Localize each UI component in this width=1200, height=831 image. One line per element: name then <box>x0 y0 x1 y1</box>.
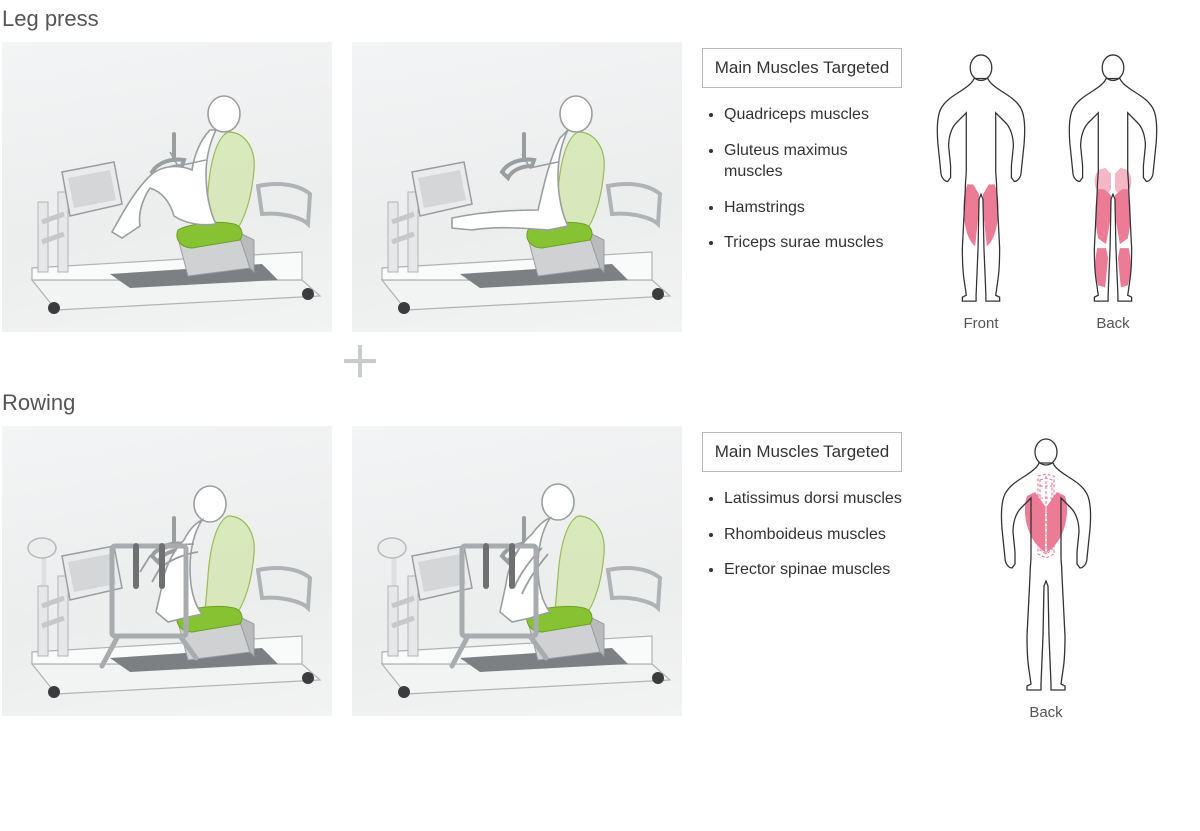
muscles-title: Main Muscles Targeted <box>702 432 902 472</box>
legpress-muscles-box: Main Muscles Targeted Quadriceps muscles… <box>702 48 902 268</box>
rowing-body-figs: Back <box>926 432 1106 721</box>
legpress-image-extended <box>352 42 682 332</box>
muscle-item: Triceps surae muscles <box>724 232 902 254</box>
legpress-body-figs: Front Back <box>926 48 1168 332</box>
rowing-muscles-list: Latissimus dorsi muscles Rhomboideus mus… <box>702 488 902 581</box>
rowing-muscles-box: Main Muscles Targeted Latissimus dorsi m… <box>702 432 902 595</box>
muscle-item: Hamstrings <box>724 197 902 219</box>
body-label-back: Back <box>1096 315 1129 332</box>
body-fig-front: Front <box>926 52 1036 332</box>
row-rowing: Main Muscles Targeted Latissimus dorsi m… <box>0 426 1200 721</box>
muscle-item: Rhomboideus muscles <box>724 524 902 546</box>
row-leg-press: Main Muscles Targeted Quadriceps muscles… <box>0 42 1200 332</box>
muscles-title: Main Muscles Targeted <box>702 48 902 88</box>
section-rowing: Rowing Main Muscles Targeted <box>0 384 1200 721</box>
body-fig-back: Back <box>1058 52 1168 332</box>
body-fig-back: Back <box>986 436 1106 721</box>
legpress-info: Main Muscles Targeted Quadriceps muscles… <box>702 42 1198 332</box>
section-leg-press: Leg press Main Muscles Targeted Quadrice… <box>0 0 1200 332</box>
section-title-leg-press: Leg press <box>0 0 1200 42</box>
rowing-info: Main Muscles Targeted Latissimus dorsi m… <box>702 426 1198 721</box>
body-label-front: Front <box>963 315 998 332</box>
plus-icon: ＋ <box>0 342 960 384</box>
legpress-image-bent <box>2 42 332 332</box>
section-title-rowing: Rowing <box>0 384 1200 426</box>
muscle-item: Latissimus dorsi muscles <box>724 488 902 510</box>
rowing-image-return <box>352 426 682 716</box>
muscle-item: Gluteus maximus muscles <box>724 140 902 183</box>
rowing-image-pull <box>2 426 332 716</box>
muscle-item: Erector spinae muscles <box>724 559 902 581</box>
muscle-item: Quadriceps muscles <box>724 104 902 126</box>
legpress-muscles-list: Quadriceps muscles Gluteus maximus muscl… <box>702 104 902 254</box>
body-label-back: Back <box>1029 704 1062 721</box>
